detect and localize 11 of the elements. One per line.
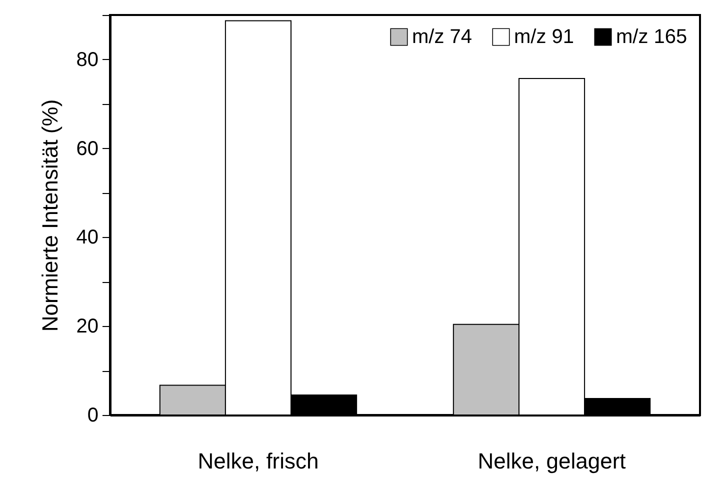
y-axis-title: Normierte Intensität (%) — [37, 99, 62, 332]
y-tick-label: 80 — [76, 48, 98, 71]
y-tick-label: 60 — [76, 138, 98, 160]
legend-label: m/z 91 — [514, 26, 574, 48]
y-tick-label: 40 — [76, 226, 98, 249]
x-tick-label: Nelke, frisch — [198, 448, 319, 474]
legend-label: m/z 165 — [616, 26, 688, 48]
x-tick-label: Nelke, gelagert — [478, 448, 626, 474]
legend-label: m/z 74 — [412, 26, 472, 48]
y-tick-label: 20 — [76, 316, 98, 338]
y-tick-label: 0 — [87, 404, 98, 426]
